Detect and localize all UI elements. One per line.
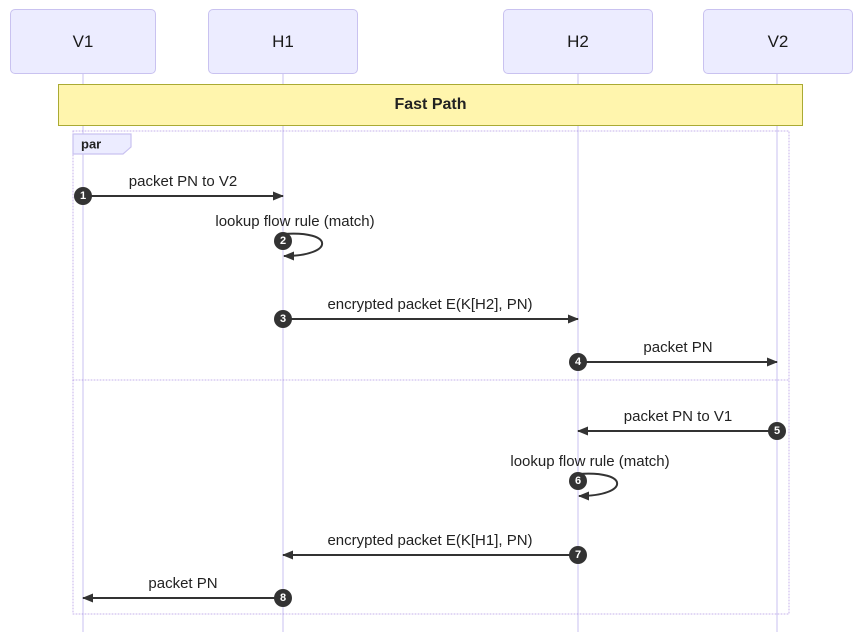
svg-text:par: par xyxy=(81,137,101,152)
